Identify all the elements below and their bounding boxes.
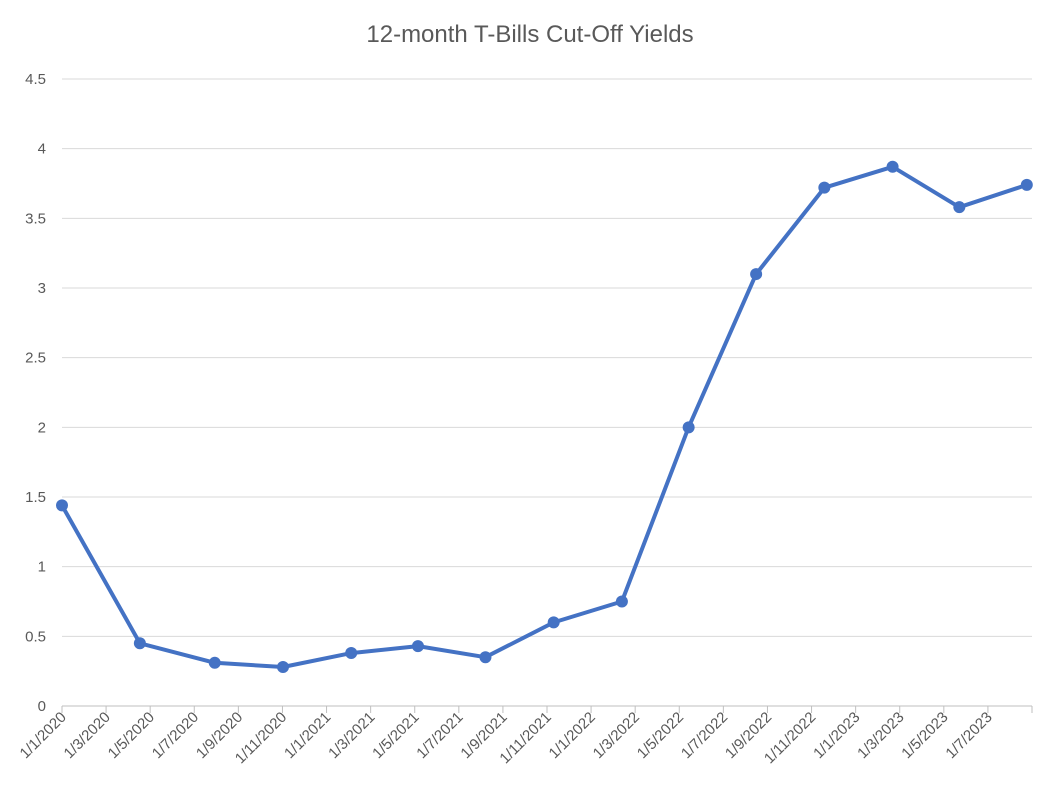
y-tick-label: 3.5 — [25, 210, 46, 227]
x-axis-tick-labels: 1/1/20201/3/20201/5/20201/7/20201/9/2020… — [17, 709, 996, 767]
x-tick-label: 1/5/2020 — [105, 709, 158, 762]
y-axis-tick-labels: 0 0.5 1 1.5 2 2.5 3 3.5 4 4.5 — [25, 71, 46, 715]
data-point — [682, 421, 695, 434]
y-tick-label: 1 — [38, 559, 46, 576]
x-tick-label: 1/5/2022 — [634, 709, 687, 762]
data-point — [886, 160, 899, 173]
gridlines — [62, 78, 1032, 637]
data-point — [276, 660, 289, 673]
y-tick-label: 0 — [38, 698, 46, 715]
y-tick-label: 4.5 — [25, 71, 46, 88]
y-tick-label: 2 — [38, 419, 46, 436]
x-tick-label: 1/7/2023 — [942, 709, 995, 762]
x-tick-label: 1/7/2021 — [413, 709, 466, 762]
series-line — [60, 164, 1029, 669]
y-tick-label: 0.5 — [25, 628, 46, 645]
series-layer — [56, 160, 1033, 673]
y-tick-label: 4 — [38, 141, 46, 158]
x-tick-label: 1/1/2022 — [546, 709, 599, 762]
data-point — [133, 637, 146, 650]
chart-title: 12-month T-Bills Cut-Off Yields — [366, 21, 693, 48]
data-point — [818, 181, 831, 194]
x-tick-label: 1/5/2021 — [369, 709, 422, 762]
x-tick-label: 1/3/2022 — [590, 709, 643, 762]
y-tick-label: 3 — [38, 280, 46, 297]
x-tick-label: 1/5/2023 — [898, 709, 951, 762]
y-tick-label: 1.5 — [25, 489, 46, 506]
data-point — [56, 499, 68, 512]
data-point — [208, 656, 221, 669]
data-point — [411, 640, 424, 653]
x-tick-label: 1/1/2023 — [810, 709, 863, 762]
data-point — [547, 616, 560, 629]
x-tick-label: 1/3/2021 — [325, 709, 378, 762]
data-point — [1020, 178, 1033, 191]
x-tick-label: 1/1/2020 — [17, 709, 70, 762]
x-tick-label: 1/7/2020 — [149, 709, 202, 762]
data-point — [345, 647, 358, 660]
y-tick-label: 2.5 — [25, 350, 46, 367]
data-point — [615, 595, 628, 608]
x-tick-label: 1/3/2020 — [61, 709, 114, 762]
x-tick-label: 1/1/2021 — [281, 709, 334, 762]
x-tick-label: 1/7/2022 — [678, 709, 731, 762]
data-point — [479, 651, 492, 664]
axes — [61, 705, 1033, 713]
data-point — [953, 201, 966, 214]
x-tick-label: 1/3/2023 — [854, 709, 907, 762]
data-point — [750, 268, 763, 281]
